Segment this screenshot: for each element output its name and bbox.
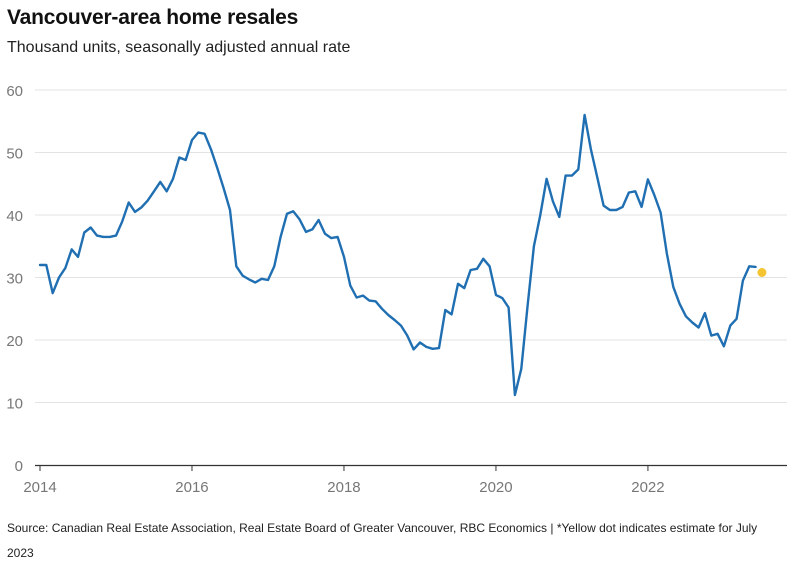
x-tick-label-2014: 2014 — [23, 479, 56, 496]
y-tick-label-10: 10 — [6, 396, 23, 413]
y-tick-label-20: 20 — [6, 333, 23, 350]
y-axis-tick-labels: 0 10 20 30 40 50 60 — [6, 83, 23, 475]
chart-subtitle: Thousand units, seasonally adjusted annu… — [7, 39, 351, 56]
x-axis: 2014 2016 2018 2020 2022 — [23, 464, 787, 496]
chart-title: Vancouver-area home resales — [7, 6, 299, 29]
x-tick-label-2020: 2020 — [479, 479, 512, 496]
y-tick-label-30: 30 — [6, 271, 23, 288]
series-layer — [38, 113, 767, 397]
source-note: Source: Canadian Real Estate Association… — [7, 521, 758, 560]
x-tick-label-2022: 2022 — [631, 479, 664, 496]
gridlines — [35, 89, 787, 403]
y-tick-label-0: 0 — [15, 458, 23, 475]
y-tick-label-50: 50 — [6, 146, 23, 163]
y-tick-label-60: 60 — [6, 83, 23, 100]
x-tick-label-2016: 2016 — [175, 479, 208, 496]
estimate-point — [757, 268, 767, 277]
series-line-home-resales — [38, 113, 757, 397]
x-tick-label-2018: 2018 — [327, 479, 360, 496]
y-tick-label-40: 40 — [6, 208, 23, 225]
